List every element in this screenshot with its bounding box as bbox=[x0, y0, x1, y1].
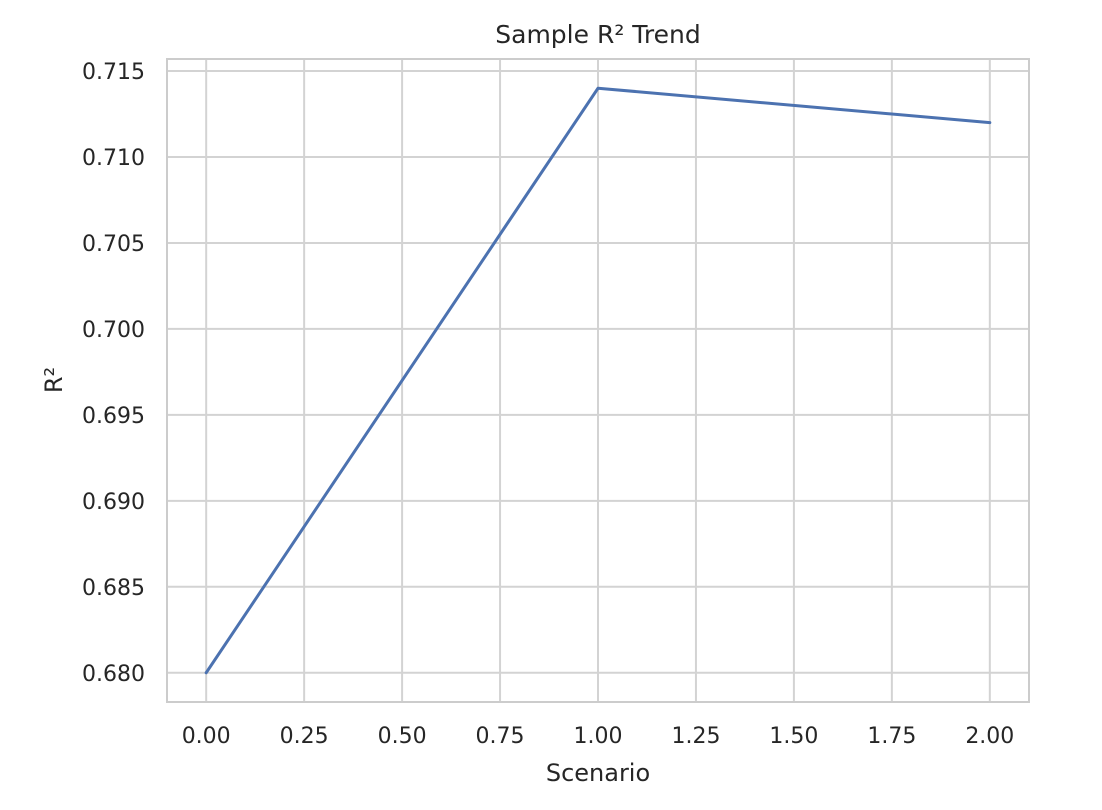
x-tick-label: 1.00 bbox=[574, 724, 623, 749]
x-axis-label: Scenario bbox=[546, 759, 650, 787]
y-tick-label: 0.715 bbox=[82, 60, 145, 85]
x-gridlines bbox=[205, 59, 991, 702]
x-tick-label: 0.50 bbox=[378, 724, 427, 749]
series-layer bbox=[204, 86, 992, 675]
x-tick-label: 1.75 bbox=[867, 724, 916, 749]
plot-frame bbox=[166, 58, 1030, 703]
x-tick-label: 2.00 bbox=[965, 724, 1014, 749]
series-line bbox=[204, 86, 992, 675]
x-tick-label: 1.25 bbox=[671, 724, 720, 749]
y-tick-label: 0.690 bbox=[82, 490, 145, 515]
x-tick-label: 1.50 bbox=[769, 724, 818, 749]
y-tick-labels: 0.680 0.685 0.690 0.695 0.700 0.705 0.710 0.715 bbox=[82, 60, 145, 687]
y-tick-label: 0.710 bbox=[82, 146, 145, 171]
y-tick-label: 0.680 bbox=[82, 662, 145, 687]
chart-title: Sample R² Trend bbox=[495, 20, 700, 49]
y-tick-label: 0.695 bbox=[82, 404, 145, 429]
y-tick-label: 0.700 bbox=[82, 318, 145, 343]
y-tick-label: 0.705 bbox=[82, 232, 145, 257]
x-tick-label: 0.75 bbox=[476, 724, 525, 749]
y-tick-label: 0.685 bbox=[82, 576, 145, 601]
x-tick-label: 0.00 bbox=[182, 724, 231, 749]
x-tick-labels: 0.00 0.25 0.50 0.75 1.00 1.25 1.50 1.75 2.00 bbox=[182, 724, 1015, 749]
y-axis-label: R² bbox=[40, 367, 68, 393]
x-tick-label: 0.25 bbox=[280, 724, 329, 749]
y-gridlines bbox=[167, 70, 1029, 674]
